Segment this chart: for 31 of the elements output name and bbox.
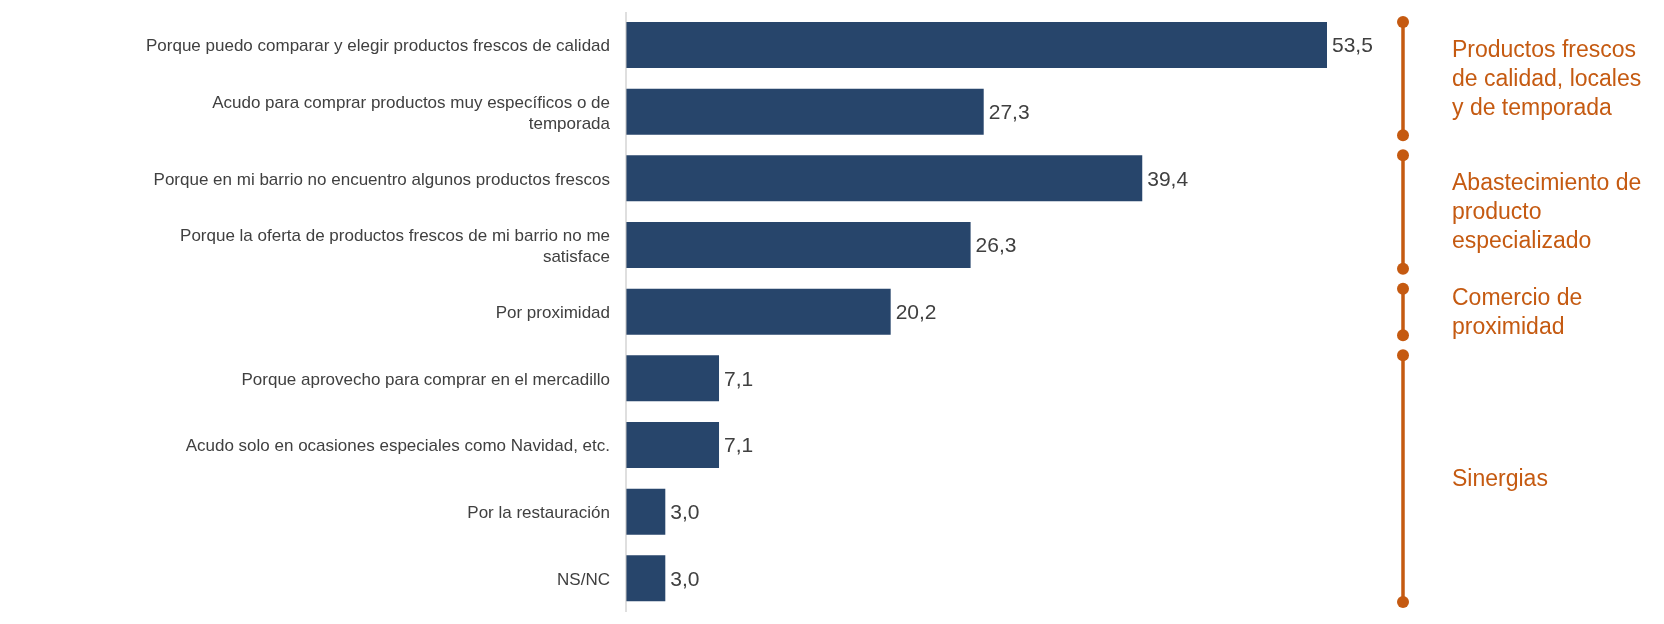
text: Sinergias bbox=[1452, 464, 1548, 494]
y-tick-label: Porque la oferta de productos frescos de mi barrio no me satisface bbox=[180, 225, 610, 266]
text: Comercio de proximidad bbox=[1452, 283, 1584, 341]
text: Productos frescos de calidad, locales y de temporada bbox=[1452, 35, 1643, 123]
data-label: 20,2 bbox=[895, 300, 937, 324]
data-label: 3,0 bbox=[670, 500, 700, 524]
y-tick-label: Por la restauración bbox=[467, 502, 610, 522]
bar bbox=[626, 88, 984, 135]
y-tick-label: NS/NC bbox=[557, 569, 610, 589]
text: Abastecimiento de producto especializado bbox=[1452, 168, 1643, 256]
y-tick-label: Acudo para comprar productos muy específicos o de temporada bbox=[212, 92, 611, 132]
data-label: 7,1 bbox=[724, 433, 754, 457]
bar bbox=[626, 22, 1327, 68]
bar bbox=[626, 488, 666, 535]
bar bbox=[626, 422, 720, 468]
data-label: 53,5 bbox=[1332, 33, 1373, 57]
data-label: 3,0 bbox=[670, 566, 700, 590]
data-label: 27,3 bbox=[988, 100, 1030, 124]
y-tick-label: Porque aprovecho para comprar en el mercadillo bbox=[241, 369, 610, 389]
y-tick-label: Acudo solo en ocasiones especiales como Navidad, etc. bbox=[185, 435, 610, 455]
data-label: 39,4 bbox=[1147, 166, 1189, 190]
bar bbox=[626, 222, 971, 268]
y-tick-label: Porque puedo comparar y elegir productos frescos de calidad bbox=[146, 35, 610, 55]
bar bbox=[626, 155, 1143, 202]
bar bbox=[626, 555, 666, 602]
bar bbox=[626, 288, 891, 335]
bar bbox=[626, 355, 720, 402]
data-label: 26,3 bbox=[975, 233, 1017, 257]
data-label: 7,1 bbox=[724, 366, 754, 390]
y-tick-label: Por proximidad bbox=[495, 302, 610, 322]
y-tick-label: Porque en mi barrio no encuentro algunos productos frescos bbox=[153, 169, 610, 189]
